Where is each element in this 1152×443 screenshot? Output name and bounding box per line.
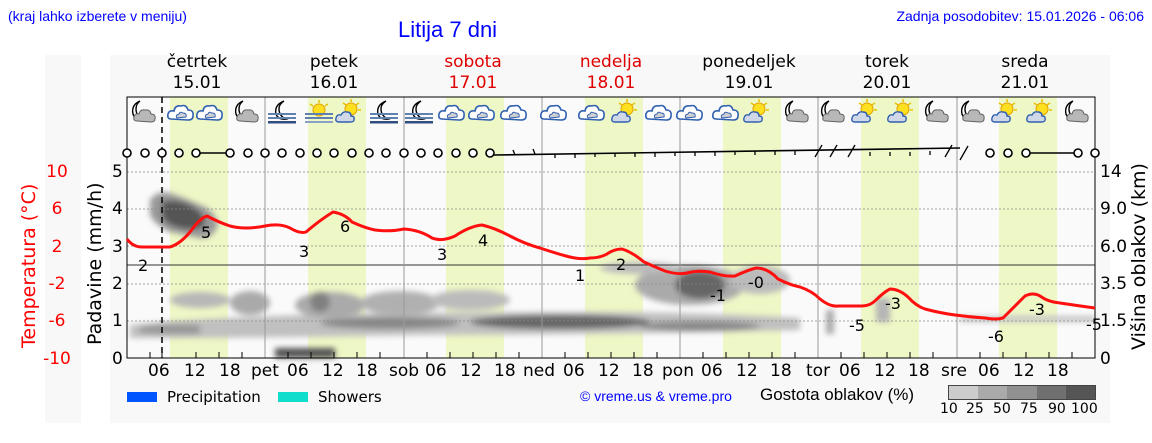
svg-text:5: 5 [201,223,211,242]
svg-text:-3: -3 [1029,300,1045,319]
legend-showers: Showers [278,388,382,406]
svg-text:-6: -6 [988,327,1004,346]
wind-barbs [122,144,1100,161]
day-header-0: četrtek 15.01 [166,52,228,93]
x-tick-label: 18 [908,361,930,381]
showers-swatch-icon [278,392,308,402]
precip-tick: 3 [112,237,123,257]
svg-text:4: 4 [478,231,488,250]
x-tick-label: 12 [874,361,896,381]
x-tick-label: 06 [978,361,1000,381]
day-header-4: ponedeljek 19.01 [702,52,796,93]
x-tick-label: tor [806,361,831,381]
svg-text:2: 2 [616,255,626,274]
credit-link[interactable]: © vreme.us & vreme.pro [580,388,732,404]
x-tick-label: 06 [563,361,585,381]
cloud-density-title: Gostota oblakov (%) [760,385,915,404]
last-update: Zadnja posodobitev: 15.01.2026 - 06:06 [896,8,1144,24]
precip-tick: 5 [112,162,123,182]
x-tick-label: 12 [184,361,206,381]
precip-tick: 4 [112,199,123,219]
page-title: Litija 7 dni [398,17,498,42]
x-tick-label: sob [389,361,420,381]
cloud-density [130,192,1095,358]
x-tick-label: 18 [1047,361,1069,381]
x-tick-label: pet [251,361,279,381]
x-tick-label: sre [941,361,967,381]
x-tick-label: 06 [425,361,447,381]
svg-text:-3: -3 [885,294,901,313]
cloud-height-tick: 3.5 [1100,274,1128,294]
location-hint[interactable]: (kraj lahko izberete v meniju) [8,8,187,24]
cloud-height-tick: 14 [1100,162,1122,182]
temperature-axis-title: Temperatura (°C) [18,183,40,348]
density-tick: 75 [1020,401,1038,417]
temperature-labels: 2 5 3 6 3 4 1 2 -1 -0 -5 -3 -6 -3 -5 [138,217,1102,346]
horizontal-gridlines [127,171,1095,322]
x-tick-label: 18 [770,361,792,381]
precip-tick: 0 [112,349,123,369]
x-tick-label: pon [662,361,694,381]
temp-label: 2 [138,256,148,275]
temp-tick: 6 [51,199,63,219]
temp-tick: -10 [43,349,71,369]
precip-tick: 2 [112,274,123,294]
x-tick-label: 18 [632,361,654,381]
day-header-6: sreda 21.01 [1000,52,1050,93]
density-tick: 50 [993,401,1011,417]
x-tick-label: ned [523,361,556,381]
temperature-axis-panel [45,55,81,423]
day-header-5: torek 20.01 [862,52,912,93]
svg-text:-1: -1 [710,286,726,305]
svg-text:-0: -0 [748,273,764,292]
legend-precipitation: Precipitation [127,388,261,406]
temp-tick: 2 [51,237,63,257]
temperature-line [125,210,1096,321]
day-header-2: sobota 17.01 [444,52,502,93]
x-tick-label: 18 [219,361,241,381]
temp-tick: 10 [46,162,68,182]
cloud-height-tick: 0 [1100,349,1111,369]
temp-tick: -6 [48,311,66,331]
svg-text:-5: -5 [1086,315,1102,334]
precipitation-axis-title: Padavine (mm/h) [84,182,106,345]
x-tick-label: 18 [494,361,516,381]
cloud-height-tick: 1.5 [1100,311,1128,331]
x-tick-label: 06 [839,361,861,381]
x-tick-label: 12 [1013,361,1035,381]
x-tick-label: 12 [598,361,620,381]
temp-tick: -2 [48,274,66,294]
precipitation-swatch-icon [127,392,157,402]
density-tick: 90 [1048,401,1066,417]
x-tick-label: 18 [356,361,378,381]
x-tick-label: 06 [701,361,723,381]
x-tick-label: 06 [148,361,170,381]
x-tick-label: 12 [322,361,344,381]
cloud-height-tick: 6.0 [1100,237,1128,257]
svg-text:-5: -5 [849,316,865,335]
precip-tick: 1 [112,311,123,331]
density-tick: 10 [940,401,958,417]
svg-text:1: 1 [575,266,585,285]
cloud-height-axis-title: Višina oblakov (km) [1128,163,1150,350]
x-tick-label: 12 [736,361,758,381]
density-tick: 25 [966,401,984,417]
x-tick-label: 06 [287,361,309,381]
day-header-3: nedelja 18.01 [579,52,643,93]
day-header-1: petek 16.01 [309,52,359,93]
density-tick: 100 [1071,401,1098,417]
svg-text:3: 3 [437,245,447,264]
svg-text:3: 3 [299,242,309,261]
cloud-density-scale [948,385,1096,400]
x-tick-label: 12 [460,361,482,381]
svg-text:6: 6 [340,217,350,236]
cloud-height-tick: 9.0 [1100,199,1128,219]
